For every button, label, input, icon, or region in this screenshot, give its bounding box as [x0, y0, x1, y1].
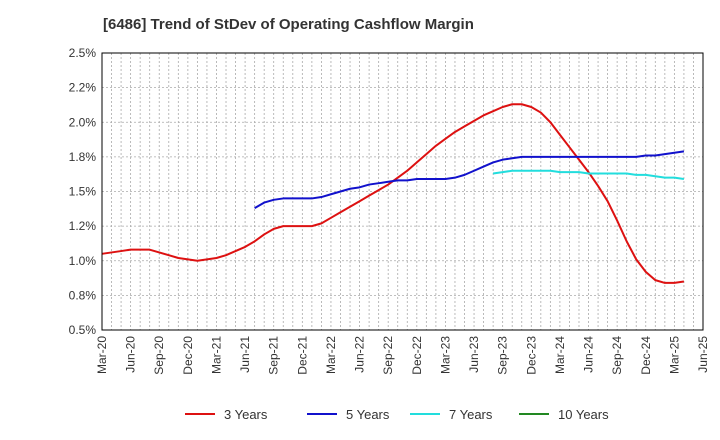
- x-tick-label: Jun-20: [124, 336, 138, 373]
- y-tick-label: 2.5%: [69, 46, 97, 60]
- series-line-5-years: [254, 150, 685, 209]
- legend-label: 5 Years: [346, 407, 390, 422]
- y-tick-label: 2.0%: [69, 115, 97, 129]
- x-tick-label: Jun-22: [353, 336, 367, 373]
- x-tick-label: Jun-25: [696, 336, 710, 373]
- y-tick-label: 1.8%: [69, 150, 97, 164]
- x-tick-label: Sep-21: [267, 336, 281, 375]
- x-tick-label: Jun-24: [582, 336, 596, 373]
- x-tick-label: Dec-21: [295, 336, 309, 375]
- y-axis: 0.5% 0.8% 1.0% 1.2% 1.5% 1.8% 2.0% 2.2% 2.5%: [69, 46, 97, 337]
- x-axis: Mar-20 Jun-20 Sep-20 Dec-20 Mar-21 Jun-21 Sep-…: [95, 336, 710, 375]
- x-tick-label: Mar-23: [438, 336, 452, 374]
- legend-label: 3 Years: [224, 407, 268, 422]
- x-tick-label: Dec-23: [524, 336, 538, 375]
- x-tick-label: Mar-25: [667, 336, 681, 374]
- x-tick-label: Dec-22: [410, 336, 424, 375]
- y-tick-label: 1.0%: [69, 254, 97, 268]
- y-tick-label: 1.5%: [69, 185, 97, 199]
- x-tick-label: Jun-23: [467, 336, 481, 373]
- series-line-7-years: [492, 169, 685, 181]
- x-tick-label: Mar-20: [95, 336, 109, 374]
- legend-label: 10 Years: [558, 407, 609, 422]
- x-tick-label: Dec-24: [639, 336, 653, 375]
- x-tick-label: Sep-20: [152, 336, 166, 375]
- x-tick-label: Sep-23: [496, 336, 510, 375]
- x-tick-label: Mar-22: [324, 336, 338, 374]
- chart-title: [6486] Trend of StDev of Operating Cashf…: [103, 16, 474, 33]
- legend-label: 7 Years: [449, 407, 493, 422]
- y-tick-label: 0.5%: [69, 323, 97, 337]
- x-tick-label: Sep-24: [610, 336, 624, 375]
- y-tick-label: 1.2%: [69, 219, 97, 233]
- x-tick-label: Jun-21: [238, 336, 252, 373]
- plot-border: [101, 52, 704, 331]
- y-tick-label: 2.2%: [69, 81, 97, 95]
- series-lines: [101, 103, 685, 284]
- y-tick-label: 0.8%: [69, 288, 97, 302]
- x-tick-label: Mar-24: [553, 336, 567, 374]
- legend: 3 Years 5 Years 7 Years 10 Years: [185, 407, 609, 422]
- x-tick-label: Mar-21: [209, 336, 223, 374]
- x-tick-label: Dec-20: [181, 336, 195, 375]
- x-tick-label: Sep-22: [381, 336, 395, 375]
